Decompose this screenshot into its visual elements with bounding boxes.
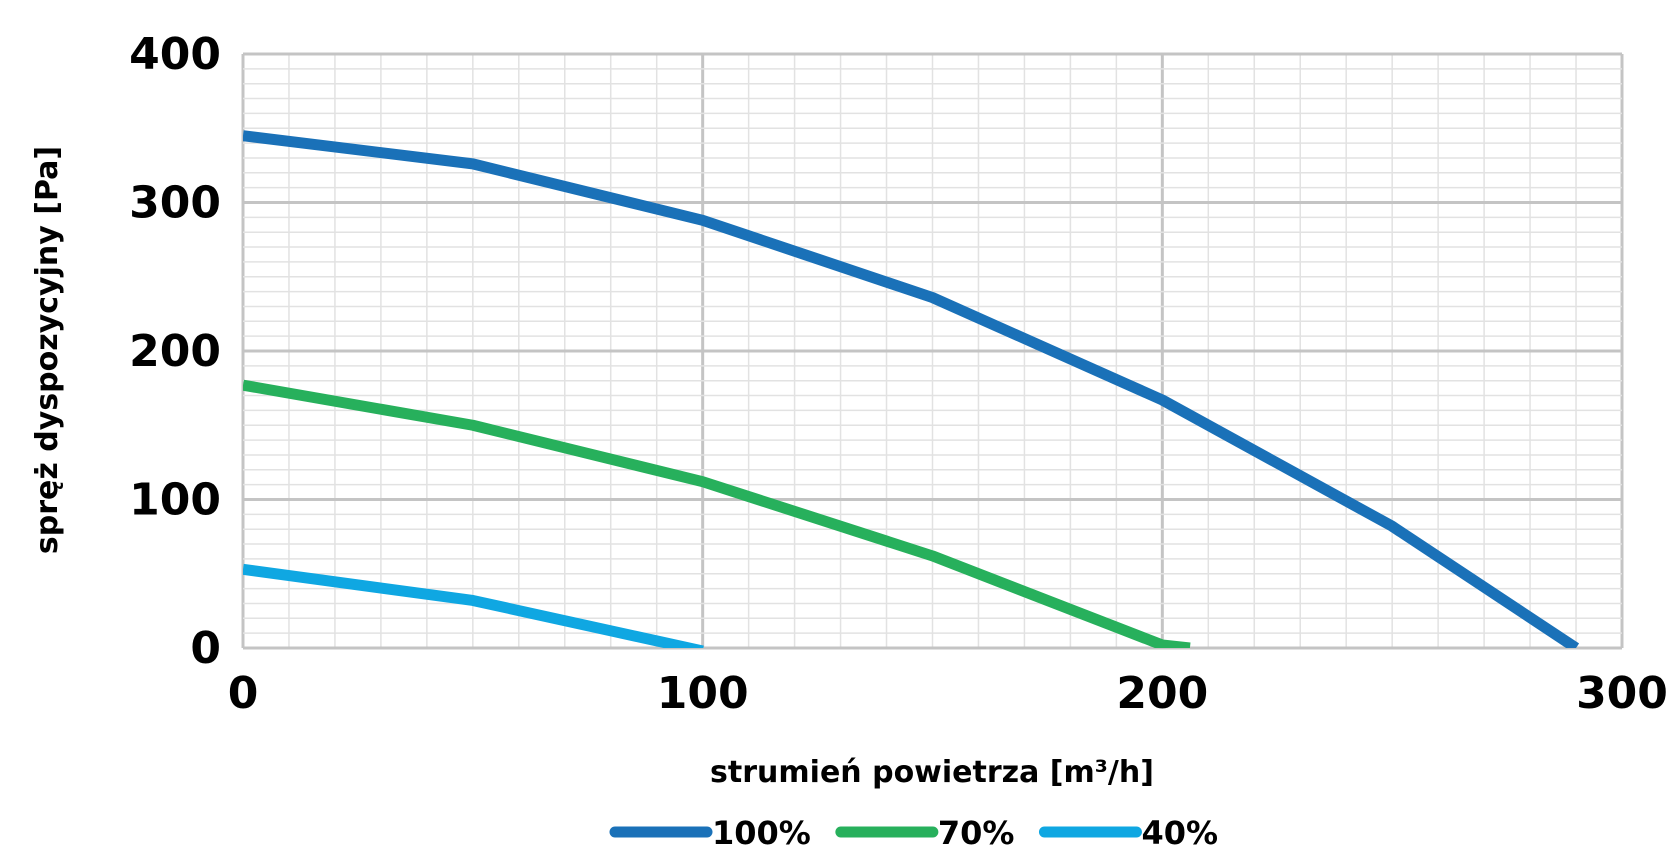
y-tick-label: 400 — [129, 29, 221, 80]
legend-label-100%: 100% — [712, 814, 811, 852]
x-tick-label: 300 — [1576, 668, 1668, 719]
x-tick-label: 200 — [1116, 668, 1208, 719]
grid — [241, 52, 1624, 650]
series-layer — [243, 130, 1580, 648]
y-tick-label: 100 — [129, 475, 221, 526]
legend-label-70%: 70% — [938, 814, 1015, 852]
x-tick-label: 100 — [657, 668, 749, 719]
y-tick-label: 300 — [129, 178, 221, 229]
series-line-100% — [243, 130, 1580, 648]
y-tick-label: 200 — [129, 326, 221, 377]
series-line-70% — [243, 379, 1191, 648]
x-tick-labels: 0 100 200 300 — [228, 668, 1668, 719]
legend: 100% 70% 40% — [609, 814, 1218, 852]
x-axis-title: strumień powietrza [m³/h] — [710, 755, 1154, 790]
y-tick-label: 0 — [190, 623, 221, 674]
y-axis-title: spręż dyspozycyjny [Pa] — [30, 146, 65, 554]
y-tick-labels: 0 100 200 300 400 — [129, 29, 221, 674]
series-line-40% — [243, 563, 704, 648]
x-tick-label: 0 — [228, 668, 259, 719]
legend-label-40%: 40% — [1141, 814, 1218, 852]
